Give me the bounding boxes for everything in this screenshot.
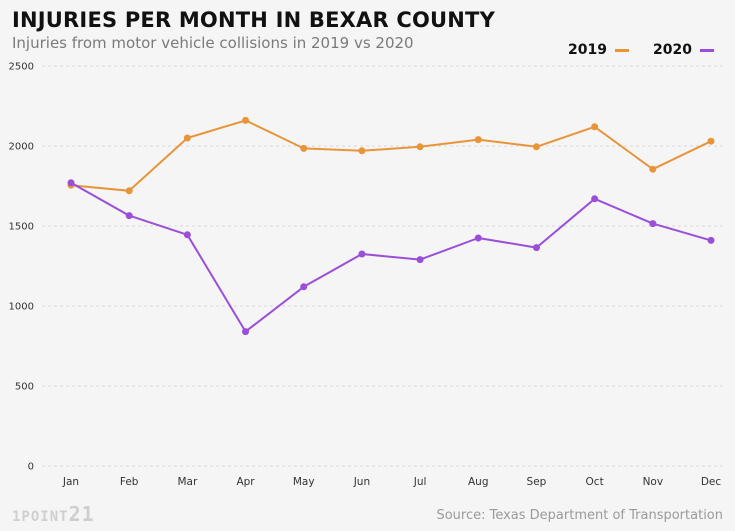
x-tick-label: Jul [413, 476, 427, 488]
legend-label-2020: 2020 [653, 42, 692, 58]
data-point-2019 [474, 136, 482, 144]
series-line-2020 [70, 181, 712, 333]
y-tick-label: 1000 [9, 302, 34, 313]
data-point-2020 [416, 256, 424, 264]
data-point-2020 [67, 179, 75, 187]
data-point-2020 [532, 244, 540, 252]
x-tick-label: Oct [586, 476, 604, 488]
legend-swatch-2019 [614, 48, 629, 52]
data-point-2019 [707, 137, 715, 145]
chart-subtitle: Injuries from motor vehicle collisions i… [12, 34, 414, 52]
legend-2020: 2020 [653, 42, 714, 58]
x-tick-label: Dec [701, 476, 722, 488]
data-point-2020 [125, 212, 133, 220]
data-point-2019 [125, 187, 133, 195]
series-line-2019 [70, 119, 712, 192]
y-tick-label: 2500 [9, 62, 34, 73]
source-note: Source: Texas Department of Transportati… [436, 508, 723, 523]
data-point-2019 [300, 144, 308, 152]
data-point-2019 [416, 143, 424, 151]
legend-swatch-2020 [699, 48, 714, 52]
x-tick-label: Feb [120, 476, 139, 488]
legend-2019: 2019 [568, 42, 629, 58]
data-point-2020 [242, 328, 250, 336]
data-point-2019 [649, 165, 657, 173]
x-tick-label: Jun [353, 476, 370, 488]
data-point-2019 [532, 143, 540, 151]
y-tick-label: 1500 [9, 222, 34, 233]
data-point-2020 [707, 236, 715, 244]
publisher-logo: 1POINT21 [12, 502, 95, 526]
data-point-2019 [183, 134, 191, 142]
x-tick-label: May [293, 476, 315, 488]
x-tick-label: Nov [643, 476, 664, 488]
x-tick-label: Apr [236, 476, 255, 488]
data-point-2020 [300, 283, 308, 291]
data-point-2020 [649, 220, 657, 228]
x-tick-label: Jan [62, 476, 79, 488]
y-tick-label: 0 [28, 462, 34, 473]
y-tick-label: 500 [15, 382, 34, 393]
data-point-2020 [474, 234, 482, 242]
data-point-2020 [358, 250, 366, 258]
legend-label-2019: 2019 [568, 42, 607, 58]
data-point-2019 [591, 123, 599, 131]
data-point-2020 [183, 231, 191, 239]
chart-title: INJURIES PER MONTH IN BEXAR COUNTY [12, 8, 495, 32]
y-tick-label: 2000 [9, 142, 34, 153]
data-point-2020 [591, 195, 599, 203]
data-point-2019 [242, 116, 250, 124]
x-tick-label: Aug [468, 476, 489, 488]
x-tick-label: Mar [177, 476, 197, 488]
x-tick-label: Sep [527, 476, 547, 488]
data-point-2019 [358, 147, 366, 155]
